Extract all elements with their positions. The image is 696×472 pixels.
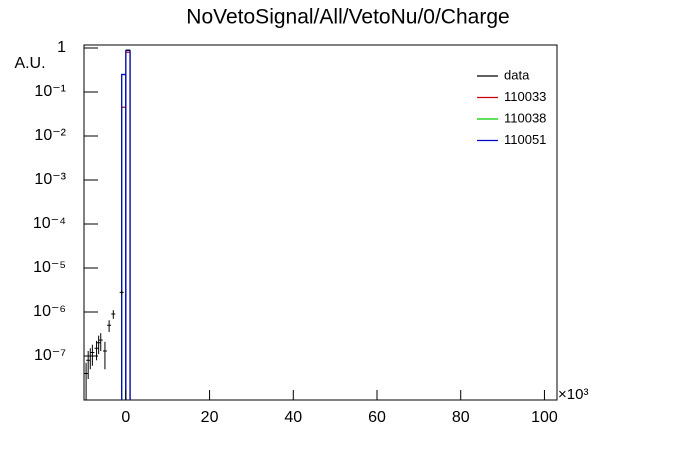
legend-label: 110051 bbox=[504, 132, 546, 147]
y-tick-label: 10⁻³ bbox=[34, 171, 66, 188]
legend-label: 110033 bbox=[504, 89, 546, 104]
frame bbox=[83, 44, 558, 401]
x-tick-label: 60 bbox=[368, 409, 386, 426]
x-multiplier: ×10³ bbox=[558, 386, 588, 403]
legend-label: data bbox=[504, 67, 530, 82]
y-tick-label: 10⁻¹ bbox=[34, 83, 66, 100]
x-tick-label: 0 bbox=[121, 409, 130, 426]
y-tick-label: 1 bbox=[57, 39, 66, 56]
y-axis-label: A.U. bbox=[14, 55, 45, 72]
x-tick-label: 100 bbox=[531, 409, 558, 426]
x-tick-label: 80 bbox=[452, 409, 470, 426]
x-tick-label: 20 bbox=[201, 409, 219, 426]
y-tick-label: 10⁻⁵ bbox=[33, 259, 66, 276]
legend-label: 110038 bbox=[504, 110, 546, 125]
y-tick-label: 10⁻⁶ bbox=[33, 303, 66, 320]
x-tick-label: 40 bbox=[284, 409, 302, 426]
y-tick-label: 10⁻² bbox=[34, 127, 66, 144]
y-tick-label: 10⁻⁷ bbox=[34, 347, 66, 364]
chart-title: NoVetoSignal/All/VetoNu/0/Charge bbox=[186, 6, 509, 29]
y-tick-label: 10⁻⁴ bbox=[33, 215, 66, 232]
